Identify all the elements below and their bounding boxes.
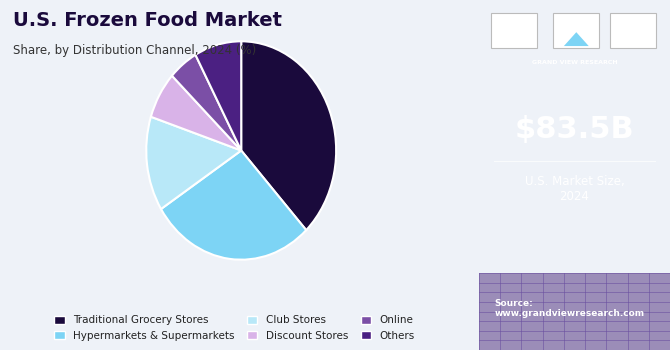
Wedge shape: [172, 55, 241, 150]
Wedge shape: [146, 117, 241, 209]
FancyBboxPatch shape: [610, 13, 656, 48]
Wedge shape: [151, 76, 241, 150]
Wedge shape: [196, 41, 241, 150]
Legend: Traditional Grocery Stores, Hypermarkets & Supermarkets, Club Stores, Discount S: Traditional Grocery Stores, Hypermarkets…: [50, 311, 419, 345]
Text: $83.5B: $83.5B: [515, 115, 634, 144]
FancyBboxPatch shape: [553, 13, 600, 48]
Wedge shape: [241, 41, 336, 230]
FancyBboxPatch shape: [479, 273, 670, 350]
Polygon shape: [564, 32, 589, 46]
FancyBboxPatch shape: [491, 13, 537, 48]
Wedge shape: [161, 150, 306, 260]
Text: GRAND VIEW RESEARCH: GRAND VIEW RESEARCH: [532, 60, 617, 65]
Text: U.S. Frozen Food Market: U.S. Frozen Food Market: [13, 10, 282, 29]
Text: U.S. Market Size,
2024: U.S. Market Size, 2024: [525, 175, 624, 203]
Text: Share, by Distribution Channel, 2024 (%): Share, by Distribution Channel, 2024 (%): [13, 44, 257, 57]
Text: Source:
www.grandviewresearch.com: Source: www.grandviewresearch.com: [494, 299, 645, 318]
